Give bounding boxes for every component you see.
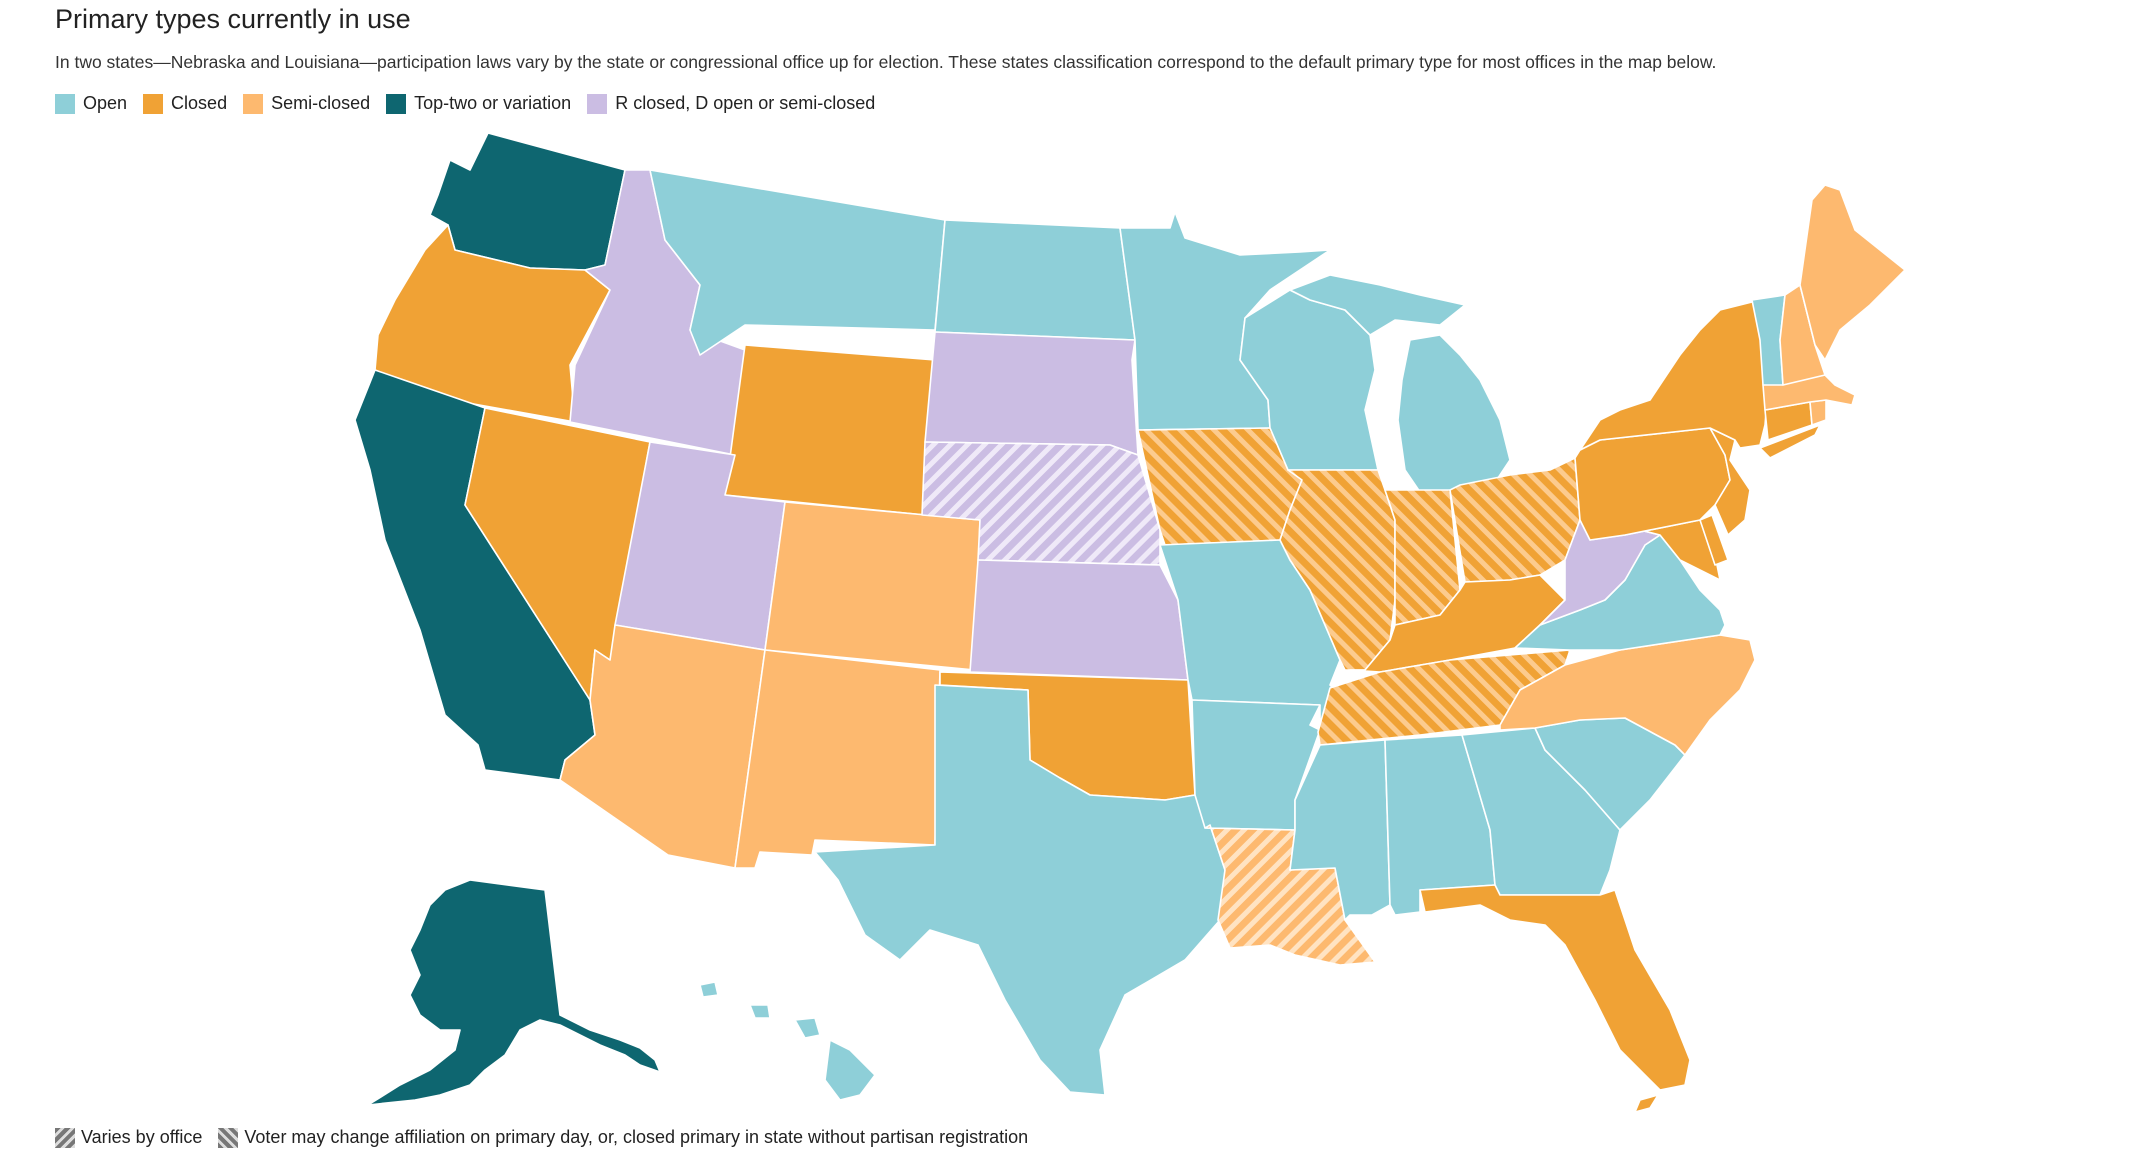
state-kansas: [969, 559, 1189, 681]
state-alaska: [367, 879, 661, 1106]
state-new-jersey: [1709, 427, 1751, 536]
legend-label-top-two: Top-two or variation: [414, 93, 572, 113]
hatch-voter-change-icon: [218, 1127, 239, 1148]
state-kentucky: [1349, 574, 1566, 673]
state-south-dakota: [924, 331, 1139, 456]
legend-item-open: Open: [55, 93, 127, 114]
state-michigan-upper: [1289, 274, 1466, 336]
state-new-mexico: [734, 649, 941, 869]
state-washington: [429, 132, 626, 271]
legend-swatch-semi-closed: [243, 93, 264, 114]
state-montana: [649, 169, 946, 356]
legend-item-semi-closed: Semi-closed: [243, 93, 370, 114]
legend-item-r-closed: R closed, D open or semi-closed: [587, 93, 875, 114]
state-north-dakota: [934, 219, 1136, 341]
state-rhode-island: [1809, 399, 1827, 426]
pattern-legend-voter-change: Voter may change affiliation on primary …: [218, 1127, 1028, 1148]
page-title: Primary types currently in use: [55, 4, 411, 34]
legend-swatch-closed: [143, 93, 164, 114]
legend-label-semi-closed: Semi-closed: [271, 93, 371, 113]
state-hawaii-big: [824, 1039, 876, 1101]
state-hawaii-kauai: [699, 981, 719, 998]
legend-label-r-closed: R closed, D open or semi-closed: [615, 93, 876, 113]
legend-swatch-r-closed: [587, 93, 608, 114]
pattern-legend-varies-label: Varies by office: [81, 1127, 203, 1147]
state-texas: [814, 684, 1226, 1096]
state-maine: [1799, 184, 1906, 361]
state-michigan-lower: [1397, 334, 1511, 493]
hatch-varies-icon: [55, 1127, 75, 1148]
state-florida-keys: [1634, 1094, 1659, 1113]
legend-label-closed: Closed: [171, 93, 228, 113]
state-new-york: [1579, 299, 1771, 451]
state-hawaii-maui: [794, 1017, 821, 1039]
state-hawaii-oahu: [749, 1004, 771, 1019]
state-wyoming: [724, 344, 936, 516]
state-delaware: [1699, 514, 1729, 566]
pattern-legend: Varies by office Voter may change affili…: [55, 1127, 1028, 1148]
legend-swatch-top-two: [386, 93, 407, 114]
pattern-legend-varies: Varies by office: [55, 1127, 202, 1148]
color-legend: Open Closed Semi-closed Top-two or varia…: [55, 93, 875, 114]
state-colorado: [764, 501, 981, 671]
legend-swatch-open: [55, 93, 75, 114]
state-long-island: [1759, 424, 1821, 459]
state-florida: [1419, 884, 1691, 1091]
legend-item-top-two: Top-two or variation: [386, 93, 571, 114]
legend-label-open: Open: [83, 93, 128, 113]
pattern-legend-voter-change-label: Voter may change affiliation on primary …: [244, 1127, 1029, 1147]
legend-item-closed: Closed: [143, 93, 227, 114]
page-subtitle: In two states—Nebraska and Louisiana—par…: [55, 52, 1717, 72]
